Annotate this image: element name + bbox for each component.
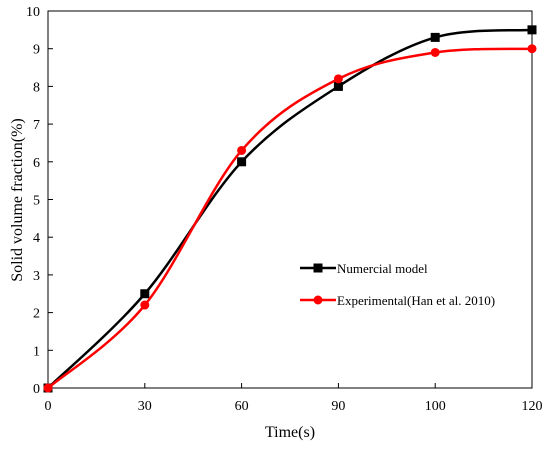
- y-tick-label: 5: [33, 194, 40, 209]
- legend-marker-square: [313, 263, 323, 273]
- y-tick-label: 3: [33, 269, 40, 284]
- legend-marker-circle: [313, 295, 323, 305]
- legend: Numercial model Experimental(Han et al. 2…: [300, 261, 495, 308]
- data-point-circle: [527, 44, 537, 54]
- y-tick-label: 8: [33, 80, 40, 95]
- y-axis: 0 1 2 3 4 5 6 7 8 9 10: [26, 5, 53, 397]
- y-tick-label: 9: [33, 43, 40, 58]
- y-tick-label: 6: [33, 156, 40, 171]
- x-tick-label: 100: [425, 399, 446, 414]
- x-tick-label: 60: [235, 399, 249, 414]
- series-line: [47, 28, 533, 389]
- data-point-square: [140, 289, 150, 299]
- series-layer: [43, 25, 537, 393]
- legend-label: Numercial model: [337, 261, 428, 276]
- series-1: [43, 25, 537, 393]
- legend-entry-1: Numercial model: [300, 261, 428, 276]
- series-line: [47, 47, 533, 389]
- data-point-circle: [43, 383, 53, 393]
- data-point-circle: [237, 145, 247, 155]
- x-tick-label: 90: [331, 399, 345, 414]
- data-point-square: [430, 32, 440, 42]
- y-tick-label: 4: [33, 231, 40, 246]
- y-tick-label: 10: [26, 5, 40, 20]
- legend-entry-2: Experimental(Han et al. 2010): [300, 293, 495, 308]
- data-point-square: [333, 81, 343, 91]
- legend-label: Experimental(Han et al. 2010): [337, 293, 495, 308]
- series-2: [43, 44, 537, 393]
- data-point-square: [237, 157, 247, 167]
- x-tick-label: 30: [138, 399, 152, 414]
- x-tick-label: 0: [45, 399, 52, 414]
- data-point-circle: [333, 74, 343, 84]
- x-tick-label: 120: [522, 399, 543, 414]
- data-point-square: [527, 25, 537, 35]
- y-tick-label: 2: [33, 307, 40, 322]
- x-axis-title: Time(s): [265, 424, 315, 441]
- y-tick-label: 0: [33, 382, 40, 397]
- data-point-circle: [430, 47, 440, 57]
- y-tick-label: 7: [33, 118, 40, 133]
- y-axis-title: Solid volume fraction(%): [9, 118, 26, 282]
- y-tick-label: 1: [33, 344, 40, 359]
- data-point-circle: [140, 300, 150, 310]
